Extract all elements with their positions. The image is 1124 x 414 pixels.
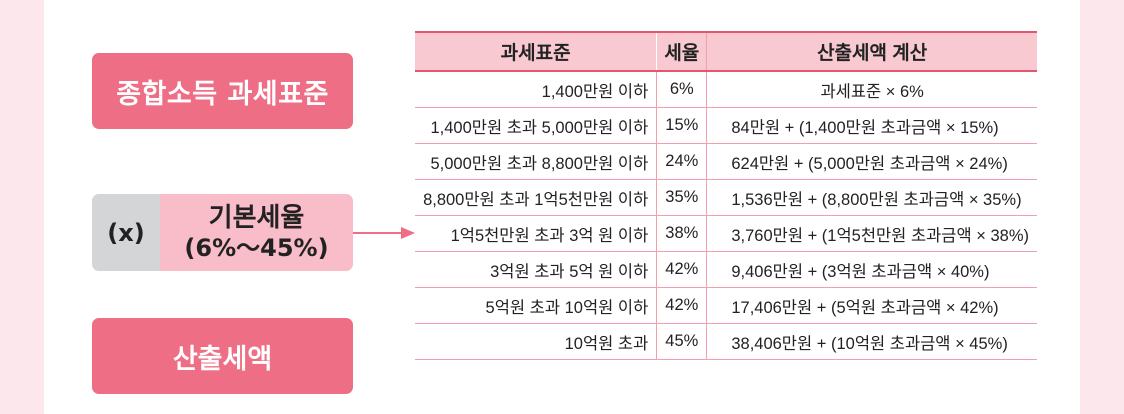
tax-calc-cell: 과세표준 × 6% [706, 71, 1037, 108]
header-tax-rate: 세율 [656, 31, 708, 72]
table-row: 5억원 초과 10억원 이하 42% 17,406만원 + (5억원 초과금액 … [415, 287, 1037, 324]
tax-calc-cell: 624만원 + (5,000만원 초과금액 × 24%) [706, 143, 1037, 180]
multiply-operator: (x) [92, 194, 160, 271]
tax-rate-cell: 38% [656, 215, 708, 252]
table-row: 5,000만원 초과 8,800만원 이하 24% 624만원 + (5,000… [415, 143, 1037, 180]
table-row: 1,400만원 이하 6% 과세표준 × 6% [415, 71, 1037, 108]
arrow-right-icon [353, 227, 415, 239]
tax-rate-cell: 15% [656, 107, 708, 144]
tax-calc-cell: 9,406만원 + (3억원 초과금액 × 40%) [706, 251, 1037, 288]
basic-tax-rate-title: 기본세율 [208, 202, 305, 233]
calculated-tax-label: 산출세액 [172, 343, 273, 375]
multiply-operator-label: (x) [107, 218, 145, 247]
basic-tax-rate-box: (x) 기본세율 (6%～45%) [92, 194, 353, 271]
table-row: 1억5천만원 초과 3억 원 이하 38% 3,760만원 + (1억5천만원 … [415, 215, 1037, 252]
tax-rate-cell: 42% [656, 287, 708, 324]
tax-calc-cell: 3,760만원 + (1억5천만원 초과금액 × 38%) [706, 215, 1037, 252]
tax-rate-cell: 35% [656, 179, 708, 216]
basic-tax-rate-text: 기본세율 (6%～45%) [160, 194, 353, 271]
tax-calc-cell: 38,406만원 + (10억원 초과금액 × 45%) [706, 323, 1037, 360]
table-row: 8,800만원 초과 1억5천만원 이하 35% 1,536만원 + (8,80… [415, 179, 1037, 216]
table-header-row: 과세표준 세율 산출세액 계산 [415, 31, 1037, 72]
header-tax-base: 과세표준 [415, 31, 657, 72]
tax-calc-cell: 17,406만원 + (5억원 초과금액 × 42%) [706, 287, 1037, 324]
tax-base-cell: 3억원 초과 5억 원 이하 [415, 251, 657, 288]
calculated-tax-box: 산출세액 [92, 318, 353, 394]
income-tax-base-box: 종합소득 과세표준 [92, 53, 353, 129]
right-decorative-band [1080, 0, 1124, 414]
tax-rate-table: 과세표준 세율 산출세액 계산 1,400만원 이하 6% 과세표준 × 6% … [415, 31, 1037, 360]
tax-base-cell: 8,800만원 초과 1억5천만원 이하 [415, 179, 657, 216]
tax-base-cell: 10억원 초과 [415, 323, 657, 360]
table-row: 3억원 초과 5억 원 이하 42% 9,406만원 + (3억원 초과금액 ×… [415, 251, 1037, 288]
tax-base-cell: 1억5천만원 초과 3억 원 이하 [415, 215, 657, 252]
basic-tax-rate-range: (6%～45%) [184, 233, 329, 262]
table-row: 1,400만원 초과 5,000만원 이하 15% 84만원 + (1,400만… [415, 107, 1037, 144]
tax-base-cell: 5,000만원 초과 8,800만원 이하 [415, 143, 657, 180]
tax-rate-cell: 42% [656, 251, 708, 288]
tax-rate-cell: 6% [656, 71, 708, 108]
left-decorative-band [0, 0, 44, 414]
tax-calc-cell: 1,536만원 + (8,800만원 초과금액 × 35%) [706, 179, 1037, 216]
tax-base-cell: 5억원 초과 10억원 이하 [415, 287, 657, 324]
header-tax-calculation: 산출세액 계산 [706, 31, 1037, 72]
tax-calc-cell: 84만원 + (1,400만원 초과금액 × 15%) [706, 107, 1037, 144]
income-tax-base-label: 종합소득 과세표준 [116, 78, 329, 110]
tax-rate-cell: 24% [656, 143, 708, 180]
tax-base-cell: 1,400만원 초과 5,000만원 이하 [415, 107, 657, 144]
tax-rate-cell: 45% [656, 323, 708, 360]
tax-base-cell: 1,400만원 이하 [415, 71, 657, 108]
table-row: 10억원 초과 45% 38,406만원 + (10억원 초과금액 × 45%) [415, 323, 1037, 360]
